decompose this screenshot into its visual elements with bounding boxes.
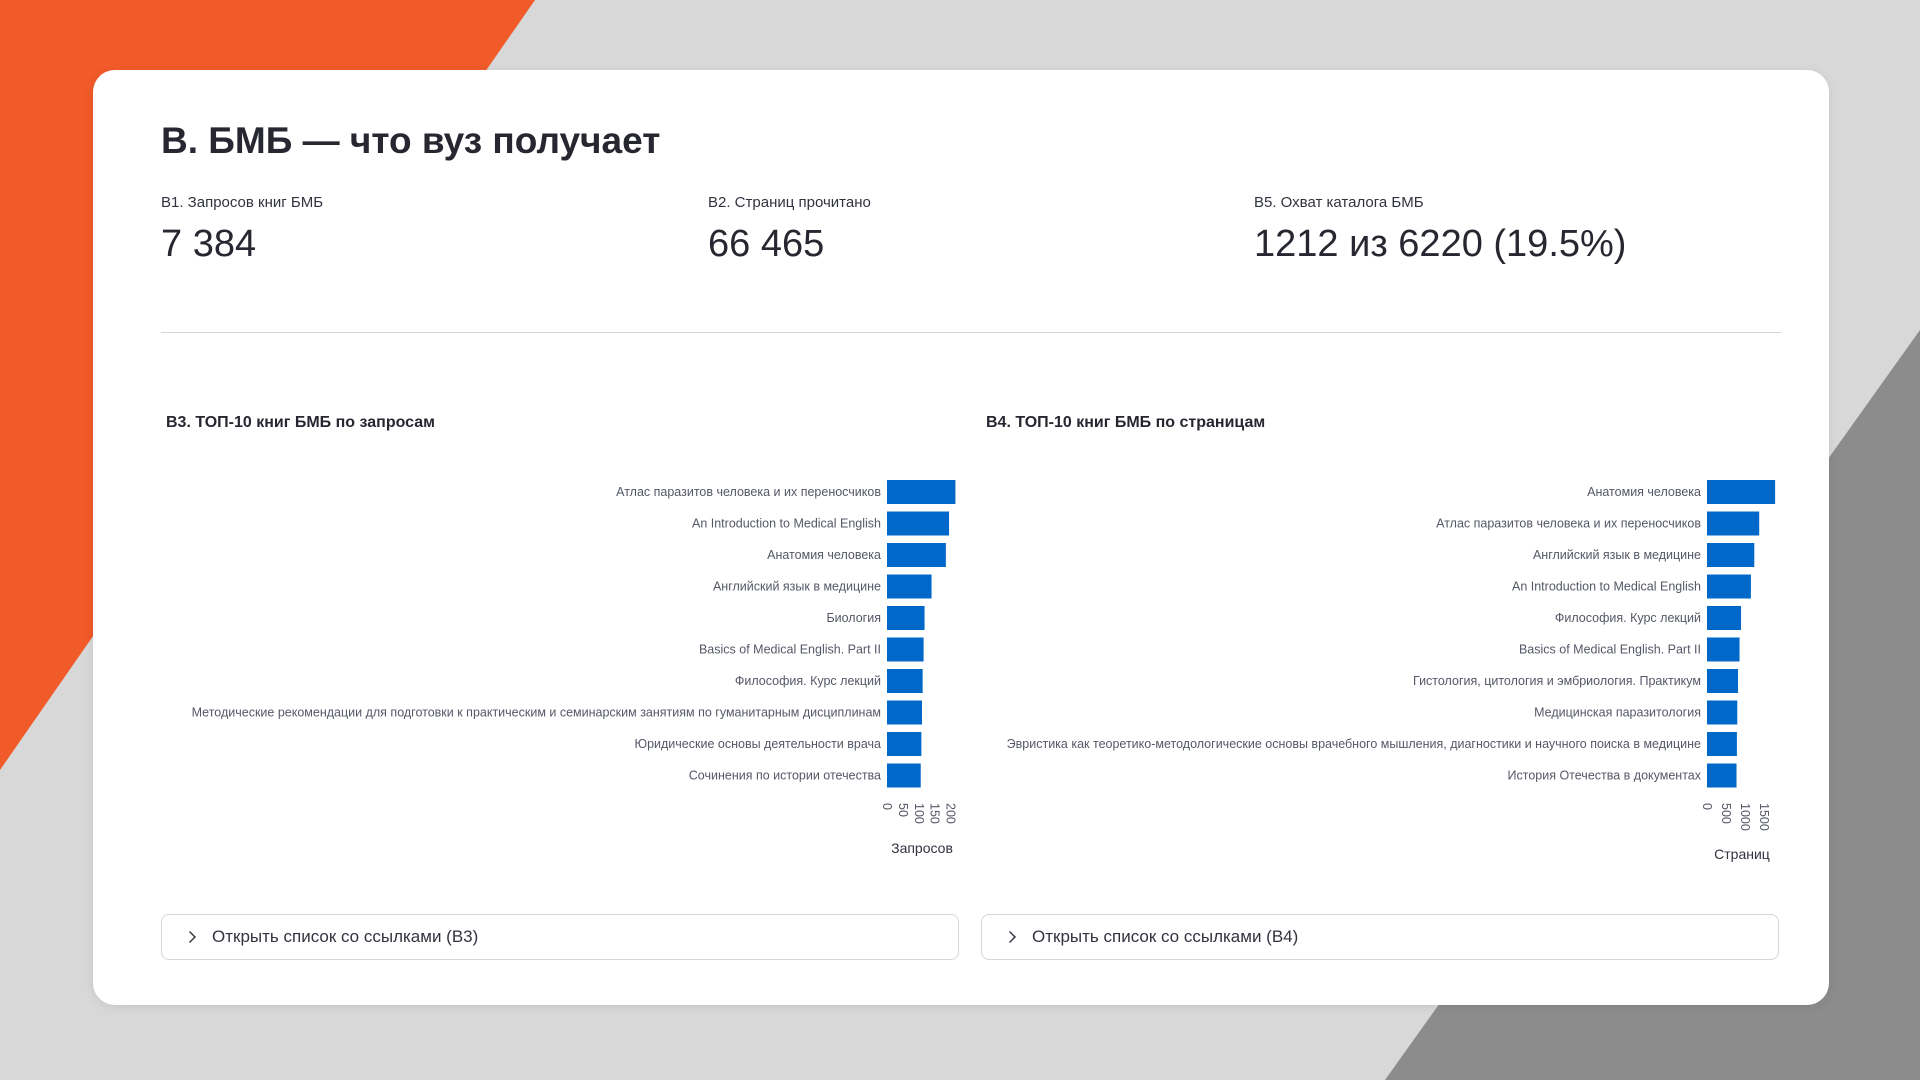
bar[interactable]	[887, 700, 922, 725]
metric-value: 66 465	[708, 223, 825, 265]
category-label: Юридические основы деятельности врача	[634, 737, 881, 751]
category-label: Basics of Medical English. Part II	[1519, 643, 1701, 657]
tick-label: 100	[912, 803, 926, 824]
category-label: Атлас паразитов человека и их переносчик…	[616, 485, 881, 499]
tick-label: 150	[928, 803, 942, 824]
bar[interactable]	[887, 480, 956, 504]
category-label: An Introduction to Medical English	[1512, 580, 1701, 594]
bar[interactable]	[1707, 637, 1740, 662]
bar[interactable]	[1707, 574, 1751, 599]
bar[interactable]	[1707, 543, 1755, 567]
chart-title-b4: B4. ТОП-10 книг БМБ по страницам	[986, 414, 1266, 431]
category-label: Философия. Курс лекций	[1555, 611, 1701, 625]
divider	[161, 332, 1781, 333]
metric-label: B2. Страниц прочитано	[708, 194, 871, 211]
category-label: Английский язык в медицине	[1533, 548, 1701, 562]
category-label: Биология	[826, 611, 881, 625]
metric-requests: B1. Запросов книг БМБ 7 384	[161, 194, 323, 266]
bar[interactable]	[1707, 700, 1738, 725]
chart-b4: Анатомия человека Атлас паразитов человек…	[1007, 480, 1776, 862]
category-label: Атлас паразитов человека и их переносчик…	[1436, 517, 1701, 531]
bar[interactable]	[1707, 669, 1739, 693]
chevron-right-icon	[1004, 931, 1016, 943]
bar[interactable]	[1707, 511, 1760, 536]
bar[interactable]	[887, 669, 923, 693]
axis-label: Запросов	[891, 840, 953, 856]
tick-label: 1500	[1757, 803, 1771, 831]
axis-label: Страниц	[1714, 846, 1770, 862]
bar[interactable]	[887, 511, 950, 536]
bar[interactable]	[1707, 732, 1737, 756]
category-label: Basics of Medical English. Part II	[699, 643, 881, 657]
metric-label: B1. Запросов книг БМБ	[161, 194, 324, 211]
category-label: История Отечества в документах	[1508, 769, 1702, 783]
expander-b4[interactable]: Открыть список со ссылками (B4)	[981, 914, 1779, 960]
expander-b3[interactable]: Открыть список со ссылками (B3)	[161, 914, 959, 960]
metric-label: B5. Охват каталога БМБ	[1254, 194, 1424, 211]
category-label: An Introduction to Medical English	[692, 517, 881, 531]
metric-value: 1212 из 6220 (19.5%)	[1254, 223, 1627, 265]
bar[interactable]	[887, 543, 946, 567]
category-label: Медицинская паразитология	[1534, 706, 1701, 720]
bar[interactable]	[887, 574, 932, 599]
tick-label: 0	[1700, 803, 1714, 810]
chart-b3: Атлас паразитов человека и их переносчик…	[192, 480, 958, 856]
tick-label: 200	[944, 803, 958, 824]
section-title: B. БМБ — что вуз получает	[161, 120, 661, 161]
category-label: Философия. Курс лекций	[735, 674, 881, 688]
category-label: Анатомия человека	[767, 548, 881, 562]
category-label: Английский язык в медицине	[713, 580, 881, 594]
category-label: Методические рекомендации для подготовки…	[192, 706, 881, 720]
bar[interactable]	[1707, 606, 1742, 630]
expander-label: Открыть список со ссылками (B4)	[1032, 927, 1299, 946]
bar[interactable]	[887, 606, 925, 630]
chevron-right-icon	[184, 931, 196, 943]
metric-value: 7 384	[161, 223, 257, 265]
dashboard-card: B. БМБ — что вуз получает B1. Запросов к…	[93, 70, 1829, 1005]
category-label: Сочинения по истории отечества	[689, 769, 881, 783]
tick-label: 1000	[1738, 803, 1752, 831]
expander-label: Открыть список со ссылками (B3)	[212, 927, 479, 946]
tick-label: 50	[896, 803, 910, 817]
metric-coverage: B5. Охват каталога БМБ 1212 из 6220 (19.…	[1254, 194, 1626, 266]
metric-pages: B2. Страниц прочитано 66 465	[708, 194, 871, 266]
tick-label: 500	[1719, 803, 1733, 824]
bar[interactable]	[1707, 763, 1737, 788]
tick-label: 0	[880, 803, 894, 810]
category-label: Эвристика как теоретико-методологические…	[1007, 737, 1701, 751]
bar[interactable]	[1707, 480, 1776, 504]
bar[interactable]	[887, 763, 921, 788]
category-label: Гистология, цитология и эмбриология. Пра…	[1413, 674, 1701, 688]
bar[interactable]	[887, 637, 924, 662]
chart-title-b3: B3. ТОП-10 книг БМБ по запросам	[166, 414, 435, 431]
category-label: Анатомия человека	[1587, 485, 1701, 499]
bar[interactable]	[887, 732, 922, 756]
